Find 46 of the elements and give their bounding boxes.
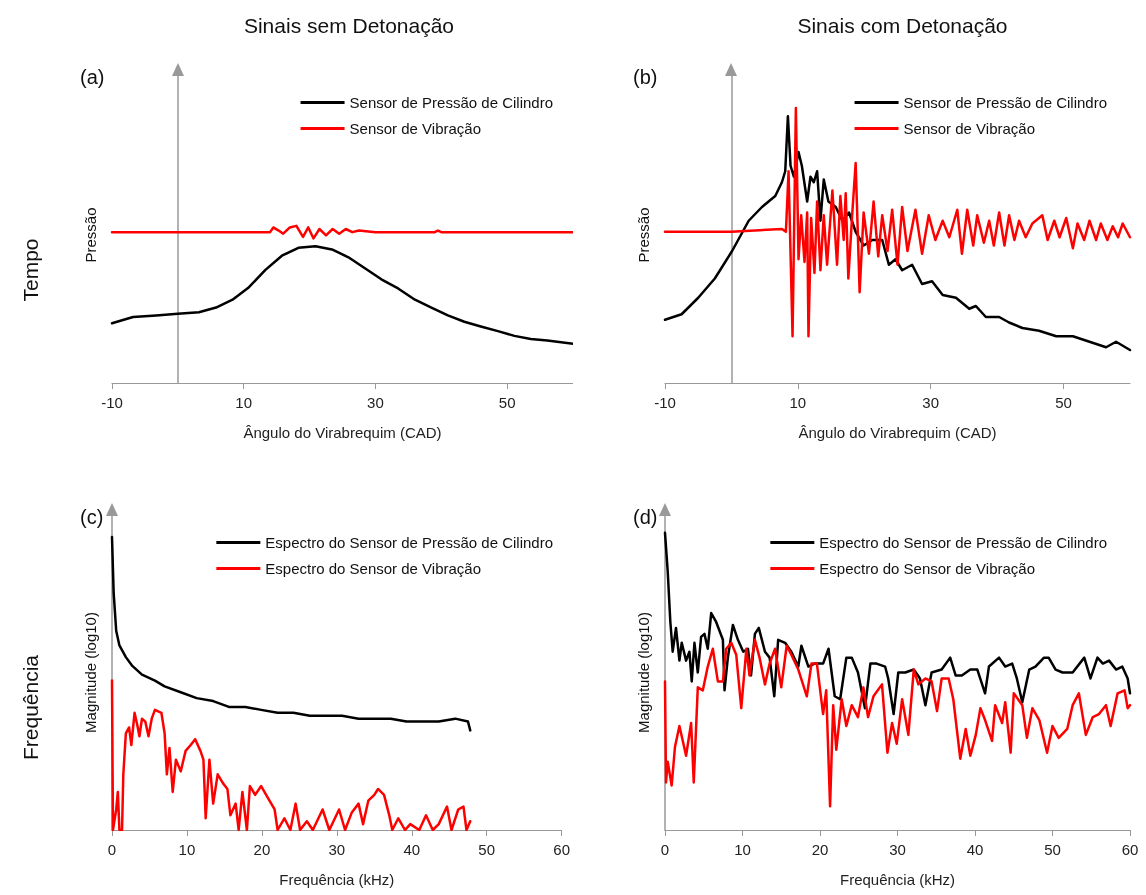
legend-label: Sensor de Vibração [903,120,1036,137]
text: (d) [633,506,658,528]
legend-label: Sensor de Pressão de Cilindro [349,94,554,111]
x-axis-title: Frequência (kHz) [279,871,395,888]
x-axis-title: Ângulo do Virabrequim (CAD) [798,424,997,441]
x-tick-label: 30 [328,841,346,858]
x-axis-title: Frequência (kHz) [839,871,956,888]
x-tick-label: 50 [1044,841,1061,858]
y-axis-title: Magnitude (log10) [634,612,652,733]
x-tick-label: 0 [107,841,117,858]
text: (c) [80,506,104,528]
y-axis-title: Pressão [634,207,652,263]
x-tick-label: 20 [253,841,271,858]
legend-label: Sensor de Vibração [349,120,482,137]
x-tick-label: 40 [403,841,421,858]
y-axis-title: Magnitude (log10) [81,612,99,733]
text: Tempo [18,238,42,302]
x-tick-label: 10 [734,841,751,858]
x-tick-label: 10 [789,394,807,411]
text: (a) [80,66,105,88]
text: (b) [633,66,658,88]
chart-title: Sinais com Detonação [797,14,1008,37]
legend-label: Espectro do Sensor de Pressão de Cilindro [265,534,554,551]
x-tick-label: 30 [367,394,384,411]
y-axis-title: Pressão [81,207,99,263]
x-tick-label: 10 [235,394,253,411]
legend-label: Espectro do Sensor de Vibração [819,560,1036,577]
x-tick-label: 60 [553,841,570,858]
x-tick-label: 50 [1055,394,1072,411]
x-tick-label: -10 [654,394,676,411]
chart-title: Sinais sem Detonação [243,14,455,37]
legend-label: Sensor de Pressão de Cilindro [903,94,1108,111]
text: Frequência [18,654,42,761]
x-tick-label: 0 [660,841,670,858]
x-tick-label: 50 [498,394,516,411]
x-tick-label: 30 [889,841,906,858]
x-tick-label: 50 [478,841,496,858]
x-tick-label: 40 [966,841,984,858]
x-tick-label: 10 [178,841,196,858]
legend-label: Espectro do Sensor de Pressão de Cilindro [819,534,1108,551]
x-tick-label: 30 [922,394,940,411]
x-tick-label: -10 [101,394,123,411]
x-tick-label: 20 [811,841,829,858]
x-axis-title: Ângulo do Virabrequim (CAD) [243,424,442,441]
legend-label: Espectro do Sensor de Vibração [265,560,482,577]
x-tick-label: 60 [1121,841,1139,858]
